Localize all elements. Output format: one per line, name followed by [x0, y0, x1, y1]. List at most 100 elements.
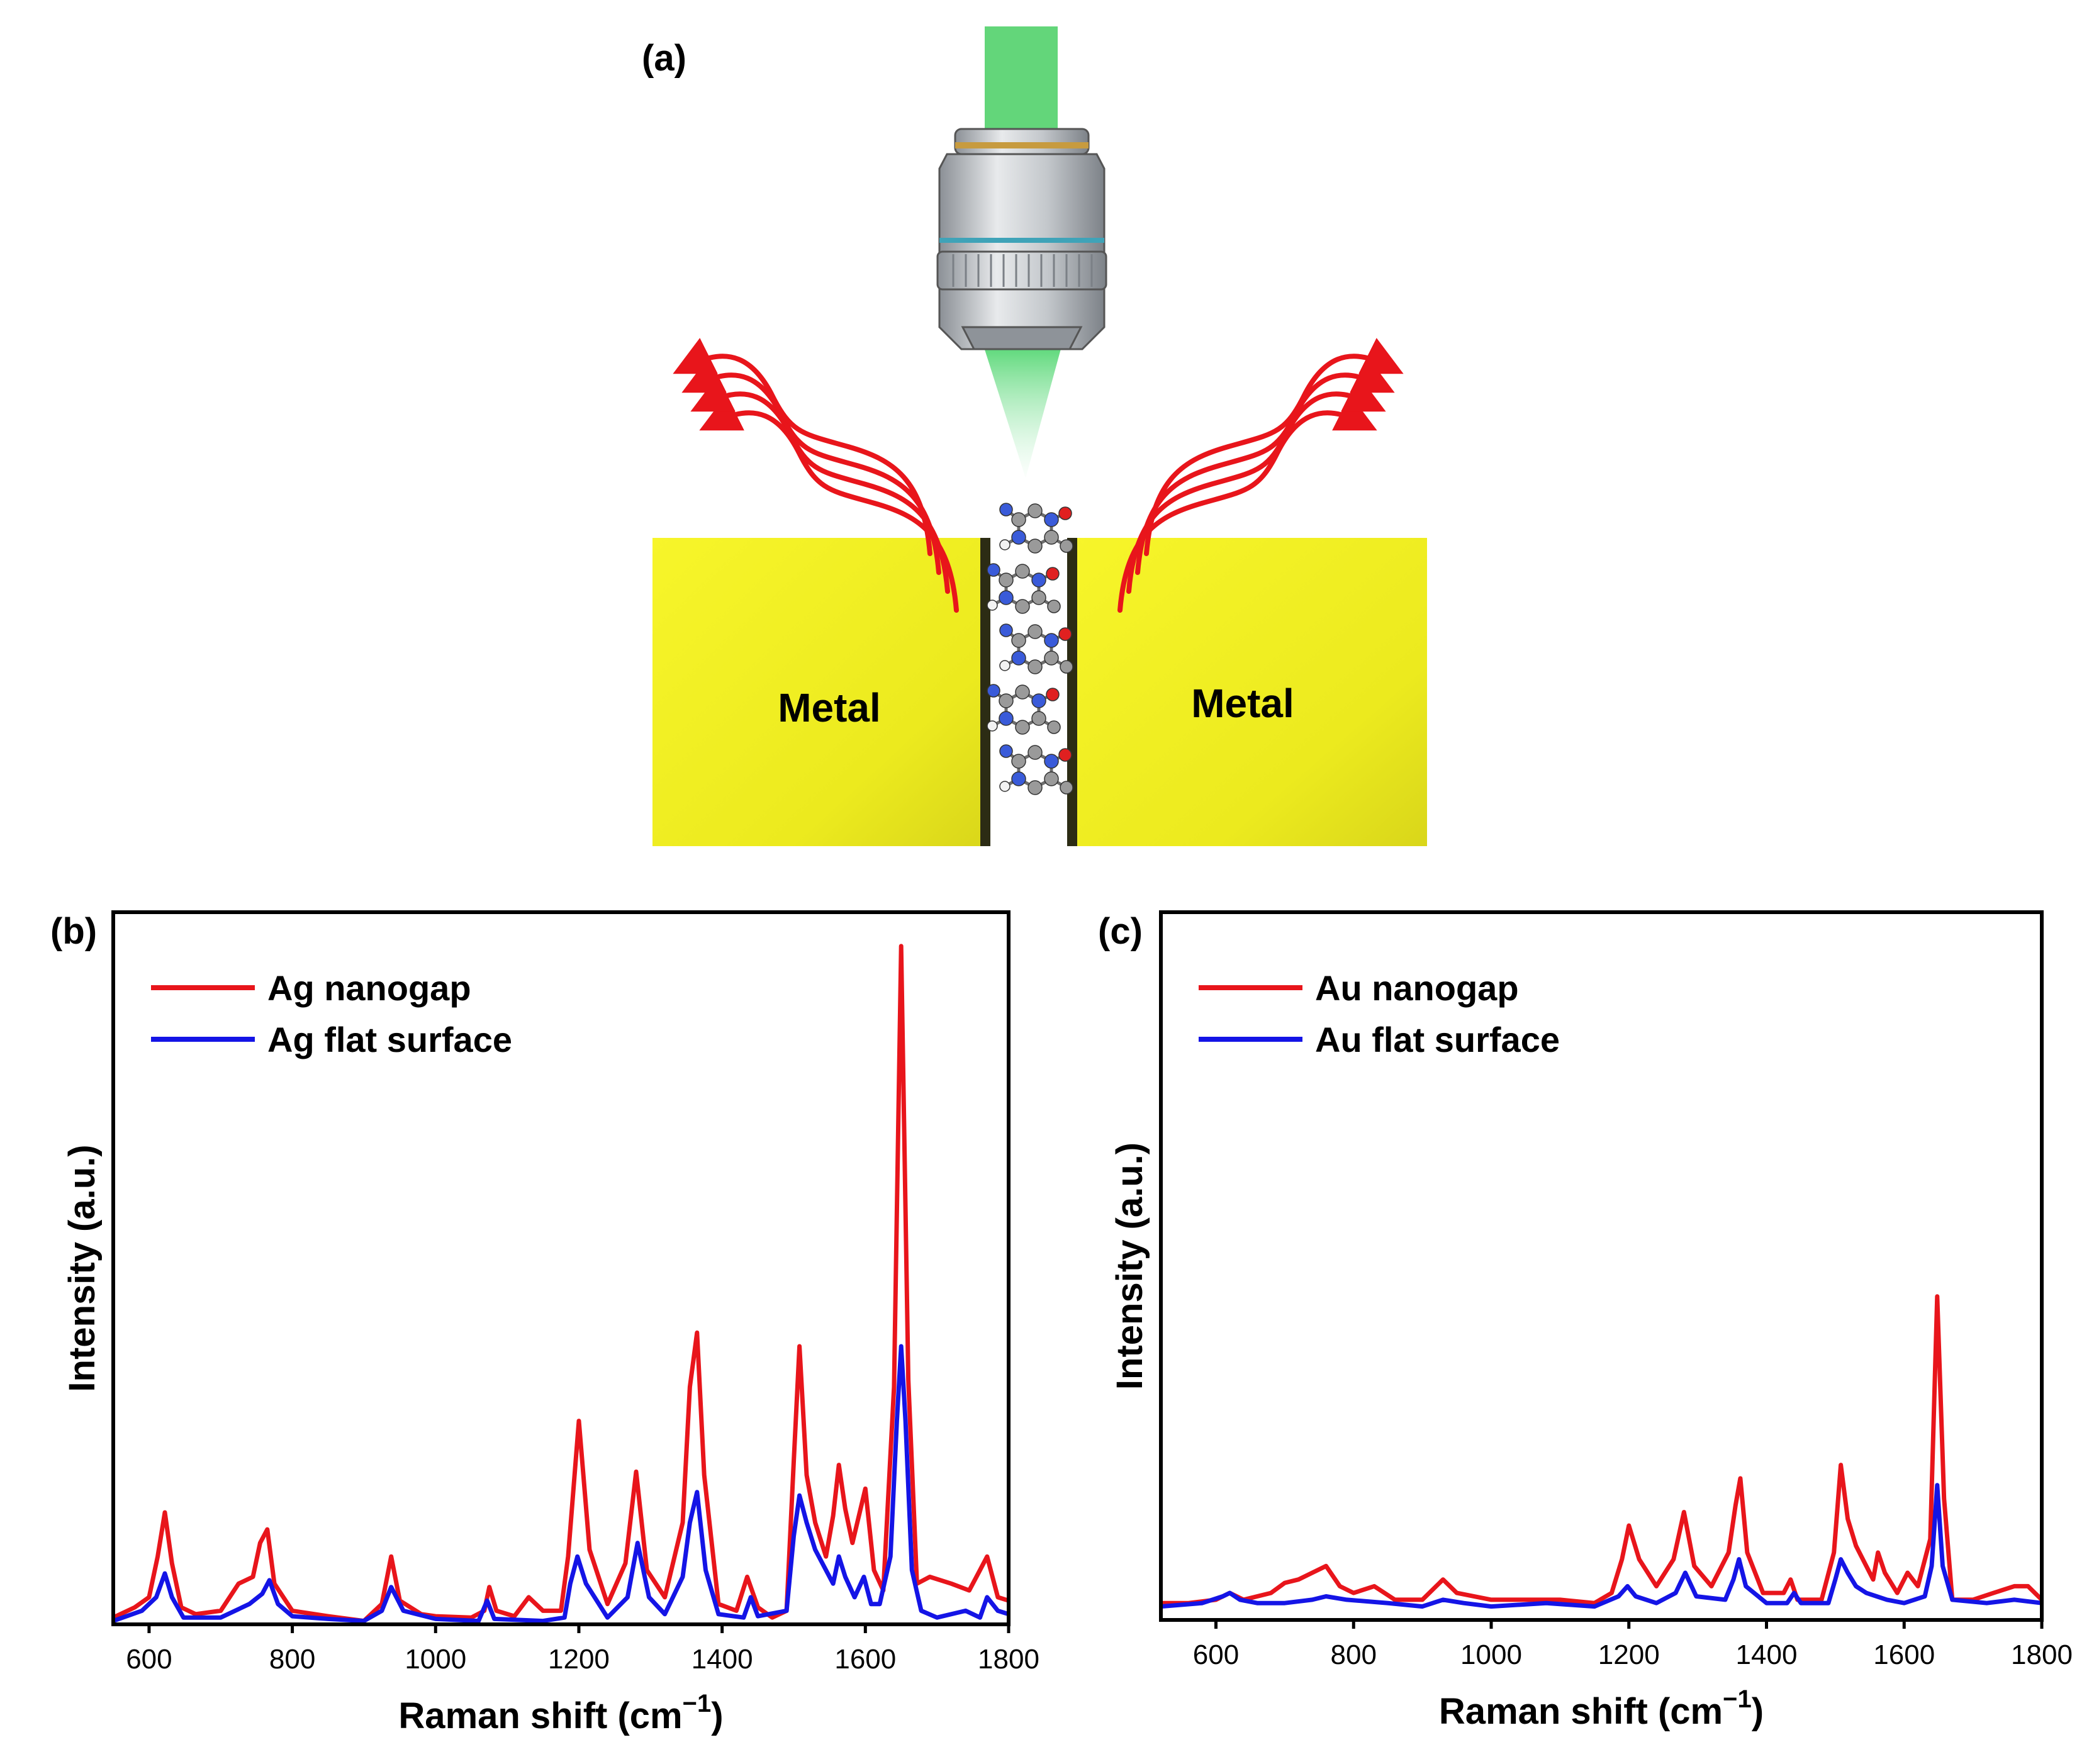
x-axis-title: Raman shift (cm−1): [1439, 1685, 1764, 1732]
atom: [999, 539, 1011, 550]
legend-label: Ag nanogap: [267, 968, 471, 1008]
x-axis-title-main: Raman shift (cm: [1439, 1691, 1723, 1732]
laser-focus-cone: [982, 340, 1063, 478]
atom: [1027, 503, 1043, 518]
chart-panel-b: (b) 600 800 1000 1200 1400 1600 1800 Raman shift…: [50, 910, 1039, 1736]
atom: [1044, 650, 1059, 666]
x-axis-title-close: ): [711, 1695, 723, 1736]
x-axis-title-main: Raman shift (cm: [398, 1695, 682, 1736]
atom: [1058, 748, 1072, 762]
atom: [1044, 512, 1059, 527]
atom: [1027, 745, 1043, 760]
molecule-chain-icon: [987, 503, 1073, 795]
x-tick-label: 800: [1331, 1639, 1377, 1670]
x-tick-label: 1800: [2011, 1639, 2073, 1670]
atom: [1011, 754, 1026, 769]
atom: [1027, 624, 1043, 639]
atom: [1044, 771, 1059, 786]
panel-a-schematic: (a) Metal Metal: [642, 26, 1427, 846]
atom: [1011, 650, 1026, 666]
atom: [987, 563, 1000, 577]
microscope-objective-icon: [936, 128, 1107, 350]
x-tick-label: 800: [269, 1644, 315, 1675]
plot-frame: [1159, 910, 2044, 1622]
atom: [999, 503, 1013, 516]
x-axis-title: Raman shift (cm−1): [398, 1690, 723, 1736]
x-tick-label: 1600: [1873, 1639, 1935, 1670]
scatter-wave-left: [673, 338, 932, 556]
series-line-au-flat-surface: [1160, 1483, 2042, 1609]
atom: [1011, 633, 1026, 648]
legend-label: Au flat surface: [1315, 1020, 1560, 1059]
x-tick-label: 1000: [1460, 1639, 1522, 1670]
scattered-light-icon: [673, 338, 1404, 613]
atom: [1046, 567, 1060, 581]
x-tick-label: 1400: [1736, 1639, 1798, 1670]
legend-label: Ag flat surface: [267, 1020, 512, 1059]
y-axis-title: Intensity (a.u.): [1109, 1142, 1150, 1390]
x-axis-title-close: ): [1752, 1691, 1764, 1732]
gap-wall-left: [980, 538, 990, 846]
atom: [1031, 590, 1046, 605]
series-line-au-nanogap: [1161, 1294, 2044, 1605]
atom: [1015, 684, 1030, 700]
atom: [1015, 599, 1030, 614]
chart-panel-c: (c) 600 800 1000 1200 1400 1600 1800 Raman shift…: [1098, 910, 2073, 1732]
y-axis-title: Intensity (a.u.): [62, 1144, 103, 1392]
atom: [987, 684, 1000, 698]
x-tick-label: 1800: [978, 1644, 1039, 1675]
atom: [1047, 720, 1061, 734]
series-line-ag-flat-surface: [112, 1344, 1010, 1624]
atom: [1060, 660, 1073, 674]
atom: [1044, 754, 1059, 769]
panel-label: (c): [1098, 911, 1143, 952]
x-axis-title-sup: −1: [683, 1690, 712, 1717]
panel-a-label: (a): [642, 38, 686, 79]
atom: [1060, 539, 1073, 553]
atom: [999, 781, 1011, 792]
atom: [987, 720, 998, 732]
x-tick-label: 1200: [1598, 1639, 1660, 1670]
atom: [999, 572, 1014, 588]
atom: [1011, 771, 1026, 786]
x-tick-label: 1200: [548, 1644, 610, 1675]
atom: [1044, 633, 1059, 648]
atom: [1015, 720, 1030, 735]
atom: [1058, 627, 1072, 641]
atom: [999, 590, 1014, 605]
scatter-wave-right: [1144, 338, 1404, 556]
x-tick-label: 1400: [691, 1644, 753, 1675]
legend-label: Au nanogap: [1315, 968, 1519, 1008]
atom: [1015, 564, 1030, 579]
atom: [1031, 693, 1046, 708]
atom: [999, 693, 1014, 708]
x-tick-label: 1000: [405, 1644, 466, 1675]
panel-label: (b): [50, 911, 97, 952]
atom: [999, 744, 1013, 758]
metal-label-right: Metal: [1191, 681, 1294, 726]
atom: [1011, 530, 1026, 545]
x-tick-label: 600: [126, 1644, 172, 1675]
atom: [1060, 781, 1073, 795]
x-axis-title-sup: −1: [1723, 1685, 1752, 1713]
atom: [1031, 572, 1046, 588]
metal-label-left: Metal: [778, 685, 881, 730]
gap-wall-right: [1067, 538, 1077, 846]
atom: [1027, 539, 1043, 554]
x-tick-label: 600: [1193, 1639, 1239, 1670]
metal-block-left: [652, 538, 989, 846]
atom: [1027, 780, 1043, 795]
atom: [1047, 600, 1061, 613]
atom: [1058, 506, 1072, 520]
atom: [999, 660, 1011, 671]
atom: [1027, 659, 1043, 674]
atom: [999, 623, 1013, 637]
atom: [1011, 512, 1026, 527]
atom: [1046, 688, 1060, 701]
atom: [999, 711, 1014, 726]
x-tick-label: 1600: [834, 1644, 896, 1675]
series-line-ag-nanogap: [112, 944, 1010, 1624]
atom: [1031, 711, 1046, 726]
plot-frame: [111, 910, 1011, 1626]
